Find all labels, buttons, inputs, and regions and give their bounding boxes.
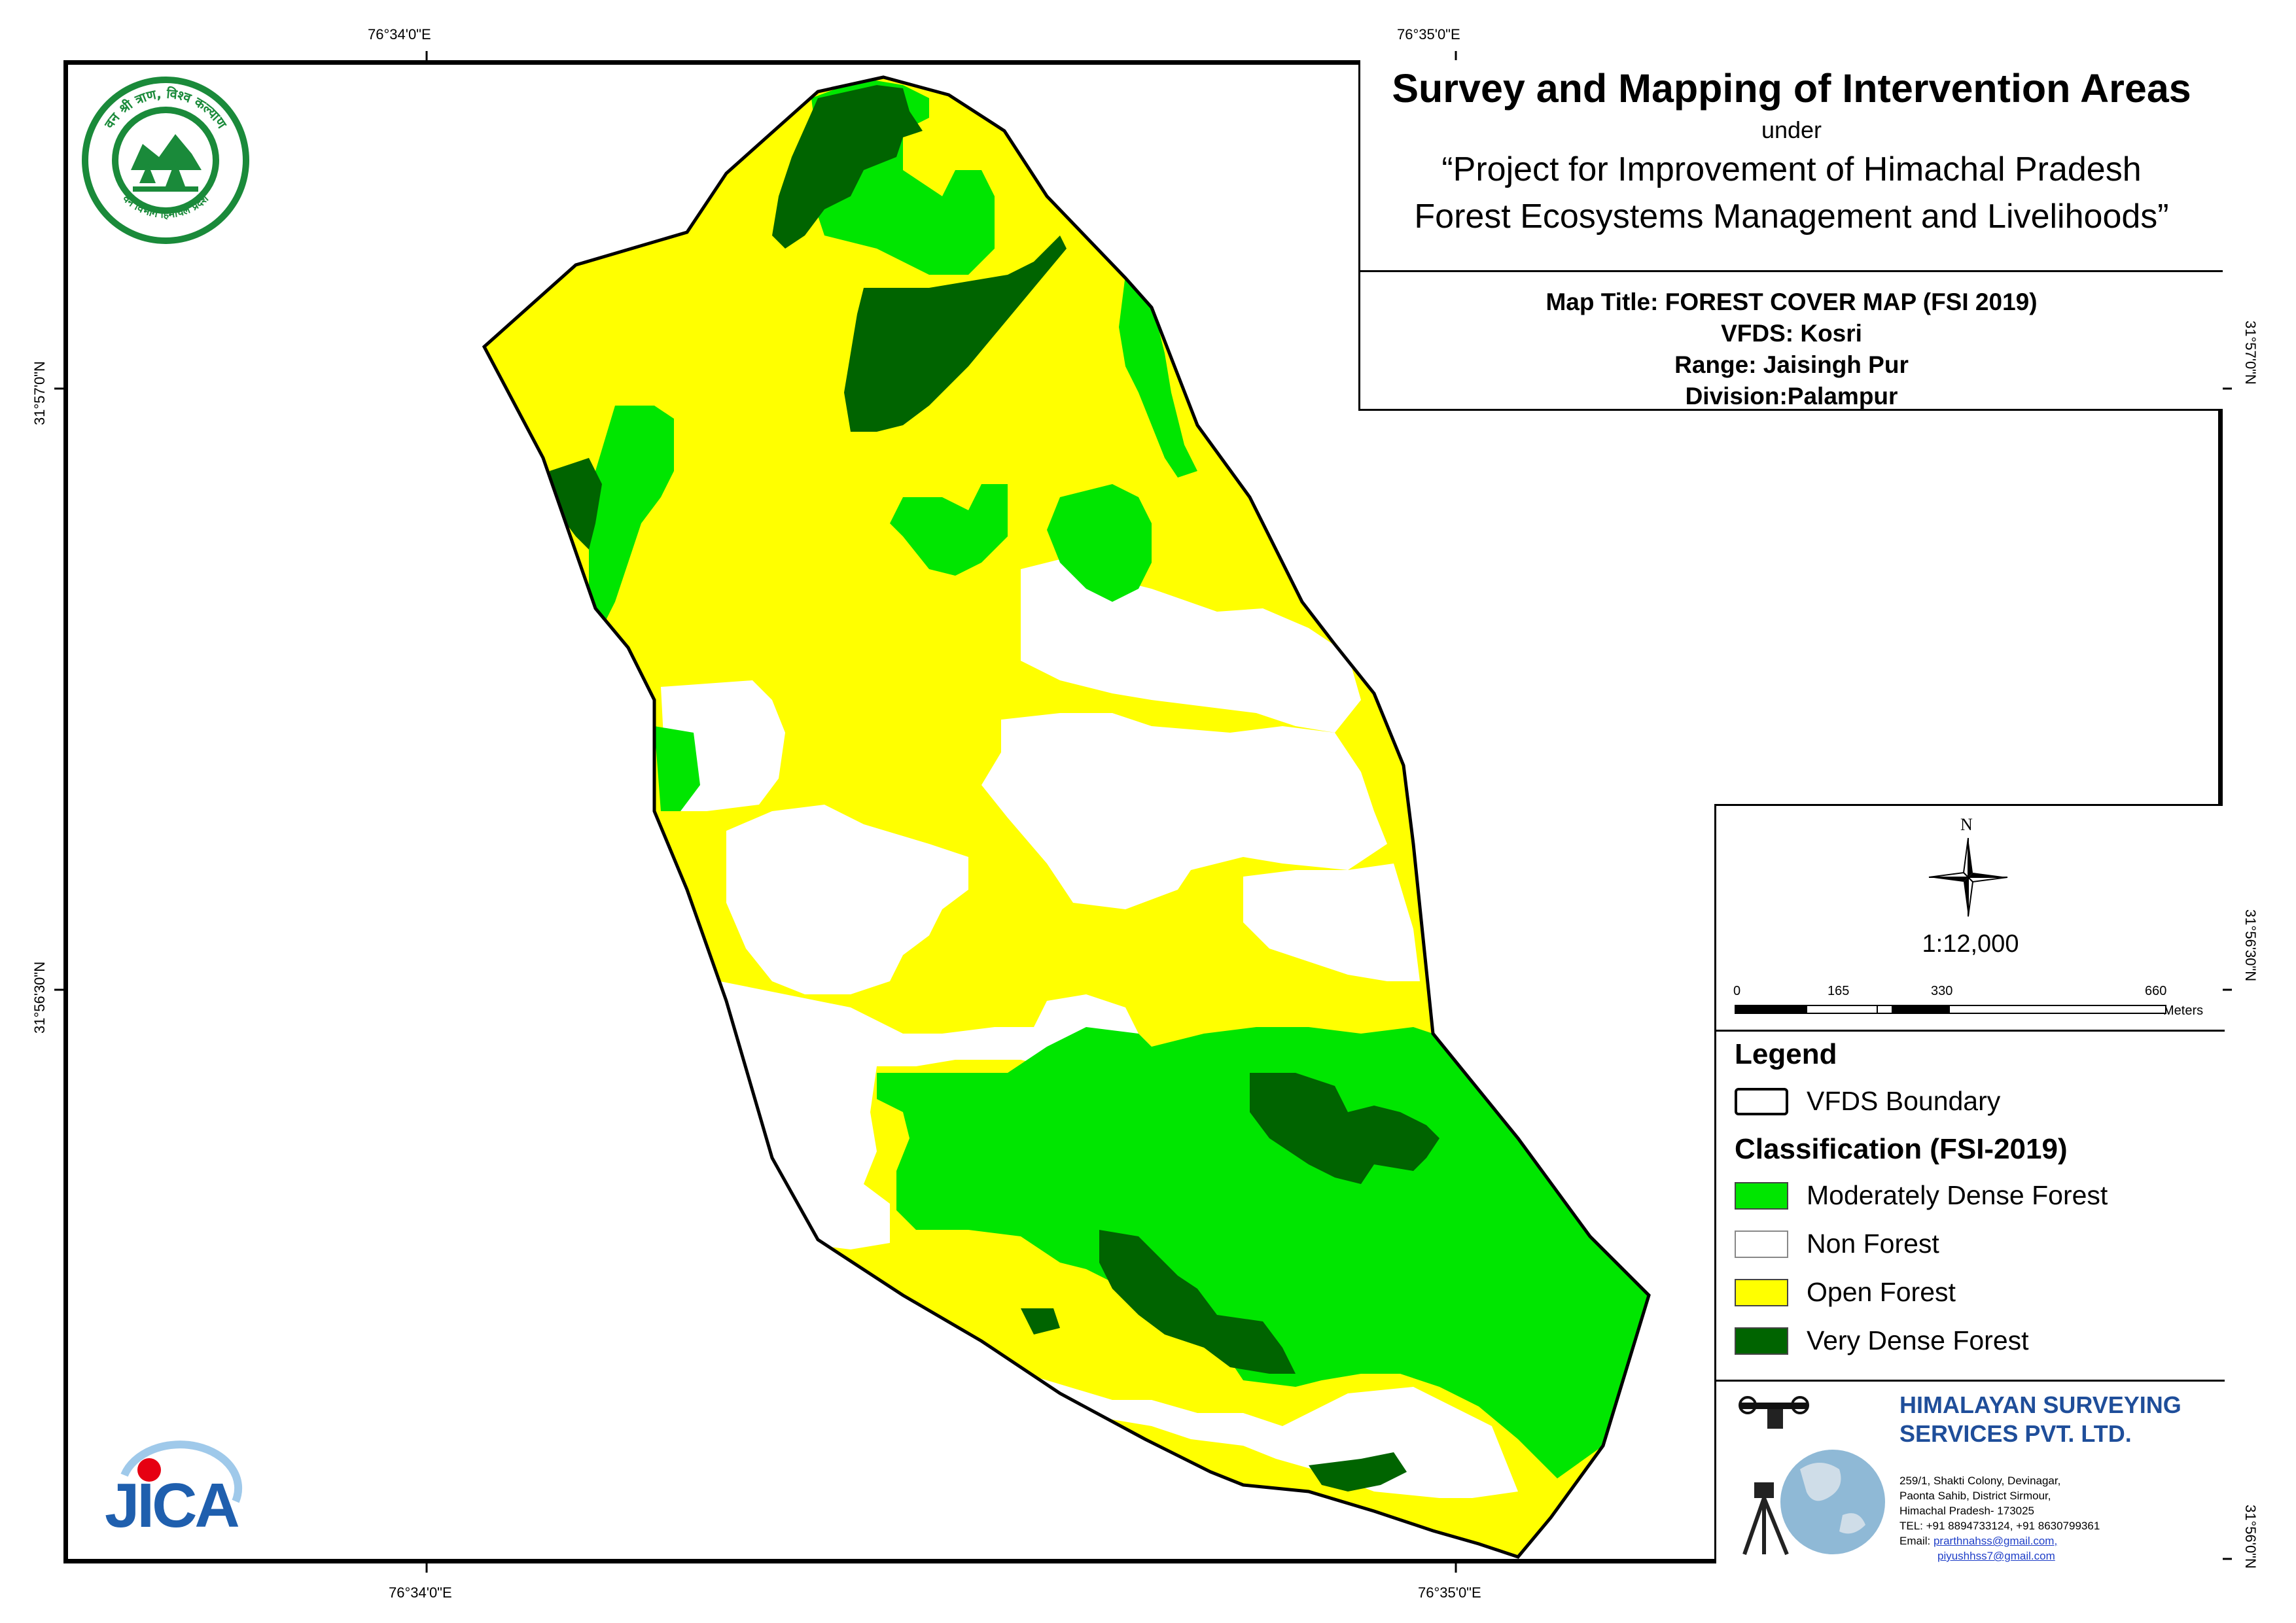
scale-ratio: 1:12,000 (1922, 930, 2019, 958)
legend-title: Legend (1735, 1038, 1837, 1070)
legend-item-very-dense: Very Dense Forest (1735, 1325, 2029, 1356)
email-link-2[interactable]: piyushhss7@gmail.com (1937, 1550, 2055, 1562)
non-forest-patch (726, 805, 968, 994)
very-dense-forest-patch (1309, 1452, 1407, 1492)
moderately-dense-forest-patch (1047, 484, 1152, 602)
legend-label: Open Forest (1807, 1277, 1956, 1307)
moderately-dense-forest-areas (589, 79, 1649, 1478)
legend-swatch-moderately-dense (1735, 1181, 1788, 1210)
non-forest-areas (661, 556, 1518, 1498)
address-line1: 259/1, Shakti Colony, Devinagar, (1899, 1475, 2061, 1487)
forest-department-logo: वन श्री त्राण, विश्व कल्याण वन विभाग हिम… (82, 77, 249, 244)
legend-item-open-forest: Open Forest (1735, 1277, 1956, 1308)
very-dense-forest-patch (1021, 1308, 1060, 1335)
legend-label: Moderately Dense Forest (1807, 1180, 2108, 1210)
very-dense-forest-areas (550, 85, 1439, 1492)
address-line3: Himachal Pradesh- 173025 (1899, 1505, 2035, 1517)
telephone: TEL: +91 8894733124, +91 8630799361 (1899, 1520, 2100, 1532)
legend-label: Non Forest (1807, 1229, 1939, 1259)
very-dense-forest-patch (1250, 1073, 1439, 1184)
company-block: HIMALAYAN SURVEYING SERVICES PVT. LTD. 2… (1716, 1380, 2225, 1567)
longitude-label-top-left: 76°34'0"E (368, 26, 431, 43)
latitude-label-left-lower: 31°56'30"N (31, 961, 48, 1034)
very-dense-forest-patch (550, 458, 602, 550)
vfds-name: VFDS: Kosri (1721, 320, 1862, 347)
very-dense-forest-patch (1099, 1230, 1296, 1374)
jica-wordmark: JICA (105, 1471, 240, 1541)
longitude-label-top-right: 76°35'0"E (1397, 26, 1460, 43)
scale-tick-660: 660 (2145, 984, 2167, 998)
longitude-label-bottom-right: 76°35'0"E (1418, 1584, 1481, 1601)
main-title: Survey and Mapping of Intervention Areas (1392, 66, 2191, 111)
very-dense-forest-patch (844, 236, 1067, 432)
longitude-label-bottom-left: 76°34'0"E (389, 1584, 452, 1601)
company-name-line2: SERVICES PVT. LTD. (1899, 1420, 2132, 1447)
scale-tick-165: 165 (1828, 984, 1850, 998)
scale-bar (1735, 1005, 2166, 1014)
latitude-label-right-upper: 31°57'0"N (2242, 321, 2259, 385)
address-line2: Paonta Sahib, District Sirmour, (1899, 1490, 2051, 1502)
legend-swatch-boundary (1735, 1087, 1788, 1115)
legend-panel: N 1:12,000 0 165 330 660 Meters Legend V… (1714, 804, 2225, 1563)
latitude-label-right-middle: 31°56'30"N (2242, 909, 2259, 982)
jica-swoosh-icon (120, 1440, 243, 1503)
legend-swatch-open-forest (1735, 1278, 1788, 1306)
email-link-1[interactable]: prarthnahss@gmail.com, (1933, 1535, 2058, 1547)
legend-item-vfds-boundary: VFDS Boundary (1735, 1086, 2000, 1117)
legend-swatch-very-dense (1735, 1327, 1788, 1355)
latitude-label-right-lower: 31°56'0"N (2242, 1505, 2259, 1569)
very-dense-forest-patch (772, 85, 923, 249)
jica-logo: JICA (98, 1429, 249, 1547)
scale-unit: Meters (2163, 1003, 2204, 1018)
legend-item-moderately-dense: Moderately Dense Forest (1735, 1180, 2108, 1211)
latitude-label-left-upper: 31°57'0"N (31, 361, 48, 425)
moderately-dense-forest-patch (1119, 275, 1197, 478)
map-info-block: Map Title: FOREST COVER MAP (FSI 2019) V… (1358, 272, 2223, 411)
legend-label: Very Dense Forest (1807, 1325, 2029, 1355)
moderately-dense-forest-patch (890, 484, 1008, 576)
company-name-line1: HIMALAYAN SURVEYING (1899, 1391, 2181, 1418)
moderately-dense-forest-patch (589, 406, 674, 628)
range-name: Range: Jaisingh Pur (1674, 351, 1909, 378)
non-forest-patch (720, 981, 1152, 1249)
scale-tick-330: 330 (1931, 984, 1953, 998)
project-title-line2: Forest Ecosystems Management and Livelih… (1414, 198, 2169, 236)
company-address: 259/1, Shakti Colony, Devinagar, Paonta … (1899, 1473, 2100, 1563)
legend-item-non-forest: Non Forest (1735, 1229, 1939, 1259)
scale-tick-0: 0 (1733, 984, 1741, 998)
non-forest-patch (981, 713, 1387, 909)
email-row: Email: prarthnahss@gmail.com, (1899, 1533, 2100, 1548)
project-title-line1: “Project for Improvement of Himachal Pra… (1441, 150, 2142, 188)
legend-swatch-non-forest (1735, 1230, 1788, 1258)
north-label: N (1960, 815, 1973, 834)
email-label: Email: (1899, 1535, 1931, 1547)
email-row-2: piyushhss7@gmail.com (1899, 1548, 2100, 1563)
moderately-dense-forest-patch (654, 726, 700, 811)
title-connector: under (1761, 116, 1822, 143)
legend-divider (1716, 1030, 2225, 1032)
company-name: HIMALAYAN SURVEYING SERVICES PVT. LTD. (1899, 1391, 2181, 1448)
legend-label: VFDS Boundary (1807, 1086, 2001, 1116)
moderately-dense-forest-patch (877, 1027, 1649, 1478)
map-title: Map Title: FOREST COVER MAP (FSI 2019) (1545, 288, 2038, 315)
vfds-boundary (482, 75, 1651, 1559)
non-forest-patch (1243, 864, 1420, 981)
title-block: Survey and Mapping of Intervention Areas… (1358, 60, 2223, 272)
classification-title: Classification (FSI-2019) (1735, 1133, 2068, 1165)
graticule-ticks (54, 51, 2232, 1573)
non-forest-patch (1021, 556, 1361, 733)
division-name: Division:Palampur (1685, 383, 1898, 410)
surveyor-globe-icon (1739, 1396, 1885, 1556)
north-arrow-icon (1928, 837, 2008, 917)
